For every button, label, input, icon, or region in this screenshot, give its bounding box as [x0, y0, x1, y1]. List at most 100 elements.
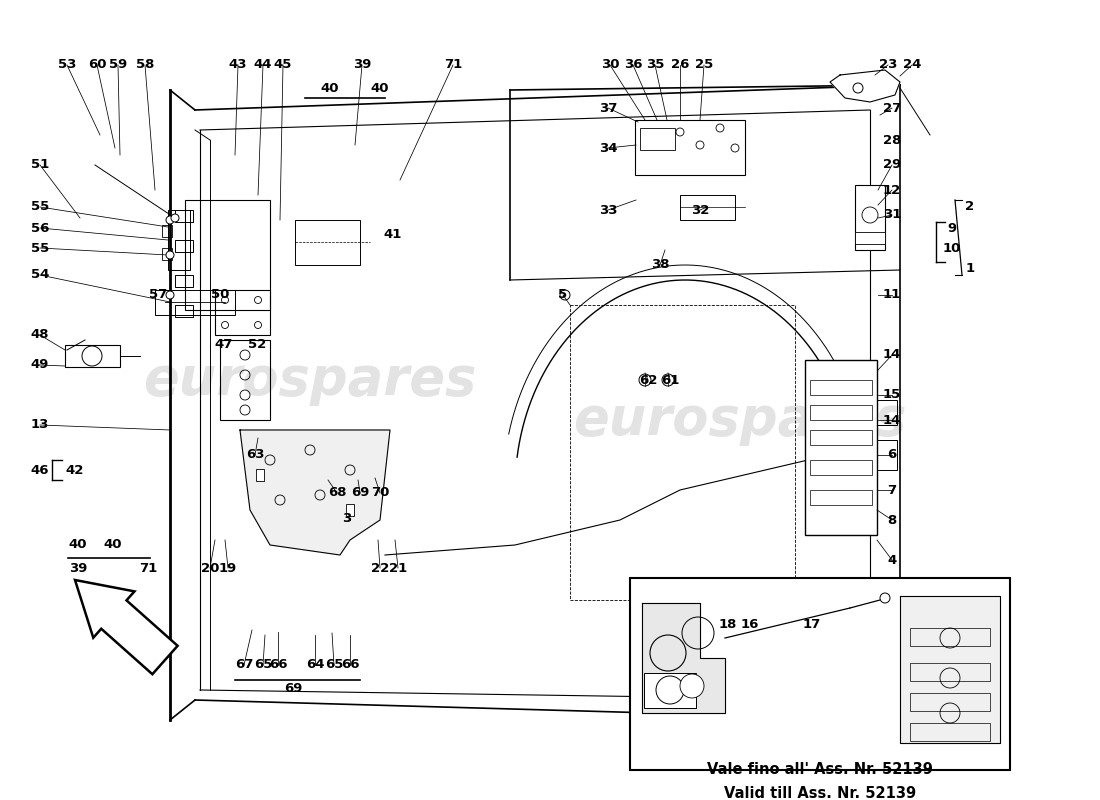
- Bar: [910, 723, 990, 741]
- Bar: [855, 232, 886, 244]
- Bar: [810, 490, 872, 505]
- Bar: [810, 430, 872, 445]
- Text: 57: 57: [148, 289, 167, 302]
- Polygon shape: [830, 70, 900, 102]
- Circle shape: [656, 676, 684, 704]
- Polygon shape: [642, 603, 725, 713]
- Text: 10: 10: [943, 242, 961, 254]
- Text: 38: 38: [651, 258, 669, 271]
- Text: 42: 42: [66, 463, 85, 477]
- Circle shape: [862, 207, 878, 223]
- Text: 55: 55: [31, 201, 50, 214]
- Text: 27: 27: [883, 102, 901, 114]
- Bar: [810, 405, 872, 420]
- Bar: [220, 340, 270, 420]
- Bar: [644, 673, 696, 708]
- Text: 69: 69: [351, 486, 370, 499]
- Text: 59: 59: [109, 58, 128, 71]
- FancyArrow shape: [75, 580, 177, 674]
- Bar: [810, 460, 872, 475]
- Bar: [256, 469, 264, 481]
- Text: 40: 40: [321, 82, 339, 94]
- Bar: [175, 240, 192, 252]
- Circle shape: [170, 214, 179, 222]
- Text: 12: 12: [883, 183, 901, 197]
- Bar: [877, 400, 896, 425]
- Text: 58: 58: [135, 58, 154, 71]
- Text: 67: 67: [234, 658, 253, 671]
- Text: 69: 69: [284, 682, 302, 694]
- Circle shape: [166, 216, 174, 224]
- Text: 31: 31: [883, 209, 901, 222]
- Text: 60: 60: [88, 58, 107, 71]
- Text: 9: 9: [947, 222, 957, 234]
- Text: 41: 41: [384, 229, 403, 242]
- Circle shape: [680, 674, 704, 698]
- Text: 24: 24: [903, 58, 921, 71]
- Polygon shape: [900, 596, 1000, 743]
- Text: 47: 47: [214, 338, 233, 351]
- Text: 29: 29: [883, 158, 901, 171]
- Text: 56: 56: [31, 222, 50, 234]
- Text: 55: 55: [31, 242, 50, 254]
- Text: 22: 22: [371, 562, 389, 574]
- Text: 17: 17: [803, 618, 821, 631]
- Bar: [346, 504, 354, 516]
- Circle shape: [82, 346, 102, 366]
- Text: eurospares: eurospares: [573, 394, 906, 446]
- Bar: [855, 185, 886, 250]
- Text: 61: 61: [661, 374, 679, 386]
- Bar: [635, 120, 745, 175]
- Text: 39: 39: [69, 562, 87, 574]
- Text: 71: 71: [139, 562, 157, 574]
- Text: 34: 34: [598, 142, 617, 154]
- Text: 19: 19: [219, 562, 238, 574]
- Text: 26: 26: [671, 58, 690, 71]
- Bar: [570, 305, 795, 600]
- Text: 3: 3: [342, 511, 352, 525]
- Text: 7: 7: [888, 483, 896, 497]
- Text: 68: 68: [328, 486, 346, 499]
- Text: 46: 46: [31, 463, 50, 477]
- Text: 25: 25: [695, 58, 713, 71]
- Bar: [175, 305, 192, 317]
- Text: 4: 4: [888, 554, 896, 566]
- Text: 35: 35: [646, 58, 664, 71]
- Text: 53: 53: [58, 58, 76, 71]
- Text: 40: 40: [103, 538, 122, 551]
- Text: 62: 62: [639, 374, 657, 386]
- Text: 48: 48: [31, 329, 50, 342]
- Bar: [910, 693, 990, 711]
- Text: 66: 66: [268, 658, 287, 671]
- Text: 21: 21: [389, 562, 407, 574]
- Text: 65: 65: [324, 658, 343, 671]
- Text: 50: 50: [211, 289, 229, 302]
- Text: 30: 30: [601, 58, 619, 71]
- Text: 40: 40: [371, 82, 389, 94]
- Text: 28: 28: [883, 134, 901, 146]
- Text: 13: 13: [31, 418, 50, 431]
- Text: Valid till Ass. Nr. 52139: Valid till Ass. Nr. 52139: [724, 786, 916, 800]
- Text: 15: 15: [883, 389, 901, 402]
- Bar: [680, 195, 735, 220]
- Bar: [65, 345, 120, 367]
- Bar: [175, 210, 192, 222]
- Text: 11: 11: [883, 289, 901, 302]
- Bar: [162, 225, 172, 237]
- Text: 36: 36: [624, 58, 642, 71]
- Text: 6: 6: [888, 449, 896, 462]
- Bar: [214, 290, 270, 335]
- Text: 64: 64: [306, 658, 324, 671]
- Text: 51: 51: [31, 158, 50, 171]
- Bar: [295, 220, 360, 265]
- Text: 65: 65: [254, 658, 272, 671]
- Bar: [910, 663, 990, 681]
- Bar: [877, 440, 896, 470]
- Text: 1: 1: [966, 262, 975, 274]
- Text: 54: 54: [31, 269, 50, 282]
- Text: 2: 2: [966, 201, 975, 214]
- Bar: [185, 200, 270, 310]
- Text: 5: 5: [559, 289, 568, 302]
- Circle shape: [880, 593, 890, 603]
- Bar: [810, 380, 872, 395]
